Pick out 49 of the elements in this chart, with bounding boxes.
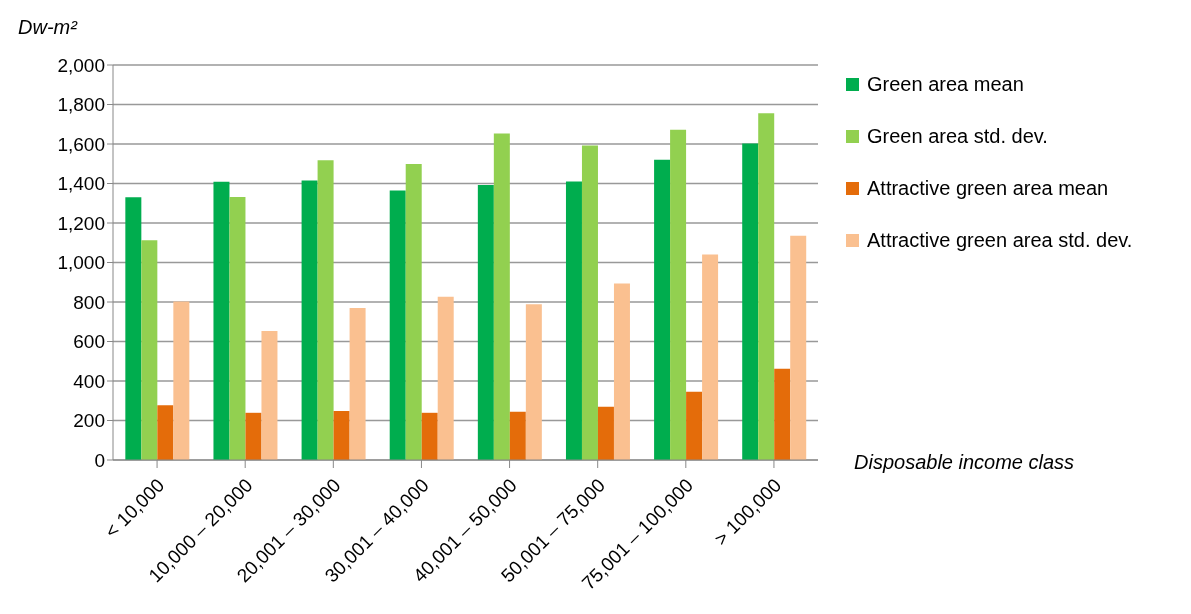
y-tick-label: 1,600 bbox=[57, 133, 105, 155]
y-tick-label: 1,800 bbox=[57, 94, 105, 116]
y-tick-label: 800 bbox=[73, 291, 105, 313]
bar bbox=[301, 180, 318, 460]
bar bbox=[141, 240, 158, 460]
bar bbox=[261, 331, 278, 460]
bar bbox=[125, 197, 142, 460]
y-tick-label: 200 bbox=[73, 410, 105, 432]
bar bbox=[437, 296, 454, 460]
bar bbox=[774, 368, 791, 460]
y-tick-label: 0 bbox=[94, 449, 105, 471]
bar bbox=[229, 196, 246, 460]
bar bbox=[389, 190, 406, 460]
y-tick-label: 600 bbox=[73, 331, 105, 353]
legend-label: Green area std. dev. bbox=[867, 124, 1048, 148]
bar bbox=[421, 412, 438, 460]
bar bbox=[173, 301, 190, 460]
y-tick-label: 1,200 bbox=[57, 212, 105, 234]
y-tick-label: 1,400 bbox=[57, 173, 105, 195]
y-axis-title: Dw-m² bbox=[18, 16, 77, 39]
bar bbox=[758, 113, 775, 460]
bar bbox=[333, 411, 350, 460]
legend-label: Attractive green area mean bbox=[867, 176, 1109, 200]
bar bbox=[509, 411, 526, 460]
bar bbox=[245, 412, 262, 460]
legend-label: Green area mean bbox=[867, 72, 1024, 96]
bar bbox=[477, 184, 494, 460]
bar bbox=[654, 159, 671, 460]
bar bbox=[493, 133, 510, 460]
bar bbox=[565, 181, 582, 460]
bar bbox=[670, 129, 687, 460]
bar bbox=[613, 283, 630, 460]
y-tick-label: 1,000 bbox=[57, 252, 105, 274]
y-tick-label: 400 bbox=[73, 370, 105, 392]
x-axis-title: Disposable income class bbox=[854, 451, 1075, 474]
bar bbox=[317, 160, 334, 460]
bar bbox=[525, 304, 542, 460]
y-tick-label: 2,000 bbox=[57, 54, 105, 76]
bar bbox=[686, 391, 703, 460]
bar bbox=[742, 143, 759, 460]
bar bbox=[790, 235, 807, 460]
bar bbox=[702, 254, 719, 460]
bar bbox=[581, 145, 598, 460]
bar bbox=[213, 181, 230, 460]
bar bbox=[597, 406, 614, 460]
bar bbox=[349, 308, 366, 460]
legend-label: Attractive green area std. dev. bbox=[867, 228, 1133, 252]
bar bbox=[157, 405, 174, 460]
bar bbox=[405, 163, 422, 460]
